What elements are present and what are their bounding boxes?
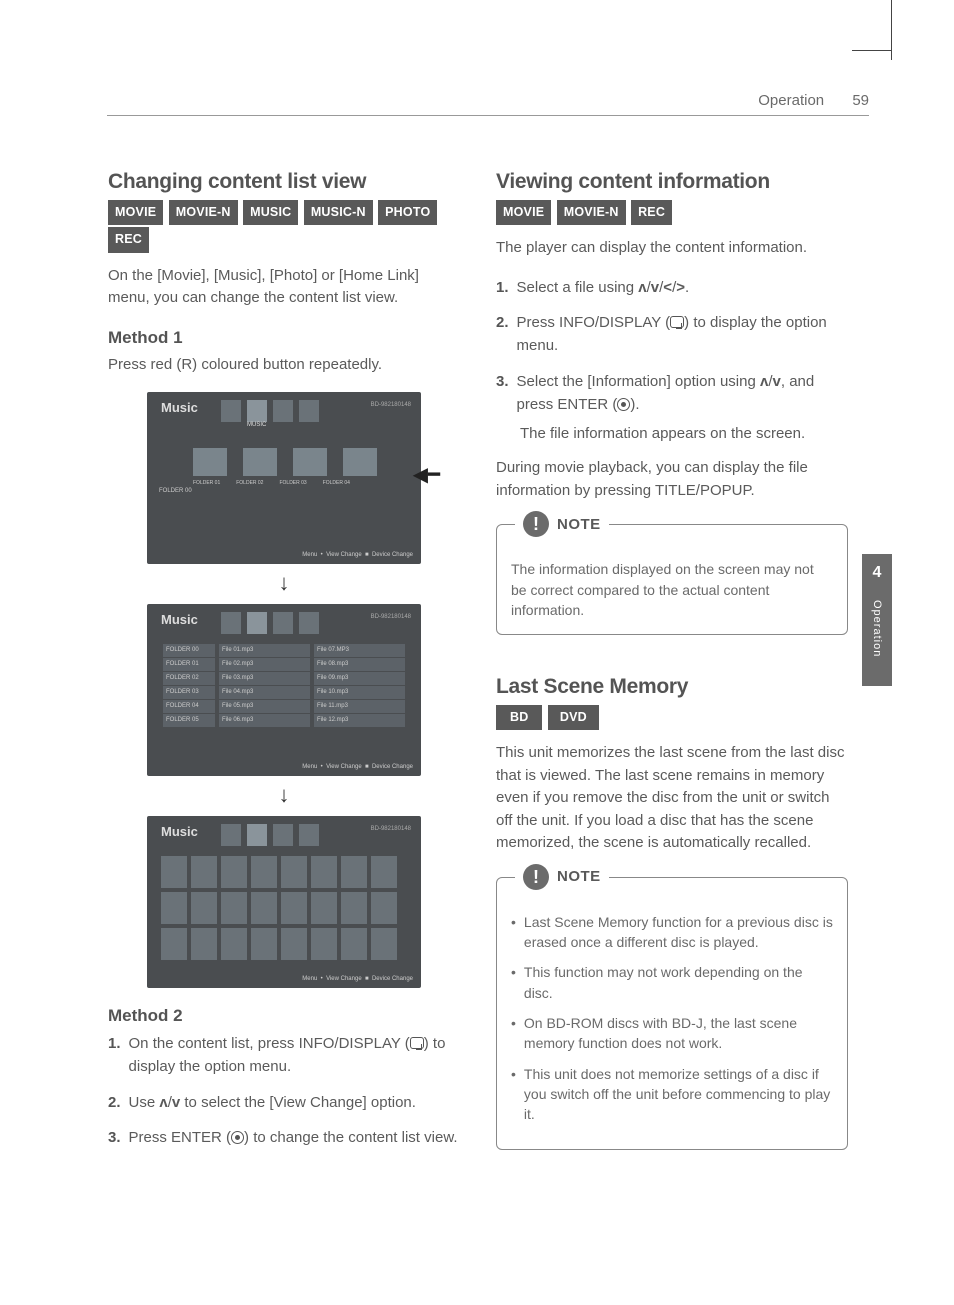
ss-tabs xyxy=(221,400,319,422)
badges-viewing-info: MOVIE MOVIE-N REC xyxy=(496,198,848,225)
ss-grid xyxy=(161,856,397,960)
page-crop-mark-v xyxy=(891,0,892,60)
screenshot-thumbnail-view: Music MUSIC BD-982180148 FOLDER 01 FOLDE… xyxy=(147,392,421,564)
running-header: Operation 59 xyxy=(107,92,869,116)
ss-title: Music xyxy=(161,400,198,415)
badges-last-scene: BD DVD xyxy=(496,703,848,730)
badge-movie: MOVIE xyxy=(496,200,551,225)
heading-changing-view: Changing content list view xyxy=(108,170,460,194)
page-crop-mark-h xyxy=(852,50,892,51)
note-icon: ! xyxy=(523,864,549,890)
screenshot-grid-view: Music BD-982180148 Menu • View Change ■ … xyxy=(147,816,421,988)
note-icon: ! xyxy=(523,511,549,537)
ss-side-folder: FOLDER 00 xyxy=(159,488,192,494)
method-2-steps: 1.On the content list, press INFO/DISPLA… xyxy=(108,1032,460,1149)
badge-movie-n: MOVIE-N xyxy=(557,200,626,225)
after-step-text: The file information appears on the scre… xyxy=(496,422,848,445)
arrow-left-icon: ◀━ xyxy=(413,462,440,487)
badge-movie: MOVIE xyxy=(108,200,163,225)
info-display-icon xyxy=(410,1037,424,1049)
note-box-info: ! NOTE The information displayed on the … xyxy=(496,524,848,635)
outro-viewing-info: During movie playback, you can display t… xyxy=(496,457,848,502)
heading-last-scene: Last Scene Memory xyxy=(496,675,848,699)
heading-viewing-info: Viewing content information xyxy=(496,170,848,194)
page-number: 59 xyxy=(852,92,869,109)
method-1-text: Press red (R) coloured button repeatedly… xyxy=(108,354,460,377)
chapter-tab: 4 Operation xyxy=(862,554,892,686)
ss-bottom-bar: Menu • View Change ■ Device Change xyxy=(302,552,413,558)
intro-changing-view: On the [Movie], [Music], [Photo] or [Hom… xyxy=(108,265,460,310)
enter-icon xyxy=(617,398,630,411)
note-body-last-scene: Last Scene Memory function for a previou… xyxy=(511,912,833,1125)
section-name: Operation xyxy=(758,92,824,109)
right-column: Viewing content information MOVIE MOVIE-… xyxy=(496,170,848,1161)
enter-icon xyxy=(231,1131,244,1144)
viewing-info-steps: 1.Select a file using ᴧ/ᴠ/</>. 2.Press I… xyxy=(496,276,848,416)
badge-movie-n: MOVIE-N xyxy=(169,200,238,225)
down-arrow-icon: ↓ xyxy=(108,570,460,596)
note-label: ! NOTE xyxy=(515,864,609,890)
down-arrow-icon: ↓ xyxy=(108,782,460,808)
left-column: Changing content list view MOVIE MOVIE-N… xyxy=(108,170,460,1161)
badge-dvd: DVD xyxy=(548,705,599,730)
screenshot-list-view: Music BD-982180148 FOLDER 00File 01.mp3F… xyxy=(147,604,421,776)
chapter-number: 4 xyxy=(862,554,892,582)
ss-list: FOLDER 00File 01.mp3File 07.MP3 FOLDER 0… xyxy=(163,644,405,728)
intro-viewing-info: The player can display the content infor… xyxy=(496,237,848,260)
badge-music-n: MUSIC-N xyxy=(304,200,373,225)
note-box-last-scene: ! NOTE Last Scene Memory function for a … xyxy=(496,877,848,1150)
ss-id: BD-982180148 xyxy=(371,402,411,408)
heading-method-2: Method 2 xyxy=(108,1006,460,1026)
info-display-icon xyxy=(670,316,684,328)
note-label: ! NOTE xyxy=(515,511,609,537)
intro-last-scene: This unit memorizes the last scene from … xyxy=(496,742,848,855)
badge-photo: PHOTO xyxy=(378,200,437,225)
chapter-label: Operation xyxy=(871,600,883,657)
badge-rec: REC xyxy=(631,200,672,225)
badge-music: MUSIC xyxy=(243,200,298,225)
badge-bd: BD xyxy=(496,705,542,730)
badges-changing-view: MOVIE MOVIE-N MUSIC MUSIC-N PHOTO REC xyxy=(108,198,460,253)
badge-rec: REC xyxy=(108,227,149,252)
note-body-info: The information displayed on the screen … xyxy=(511,559,833,620)
heading-method-1: Method 1 xyxy=(108,328,460,348)
